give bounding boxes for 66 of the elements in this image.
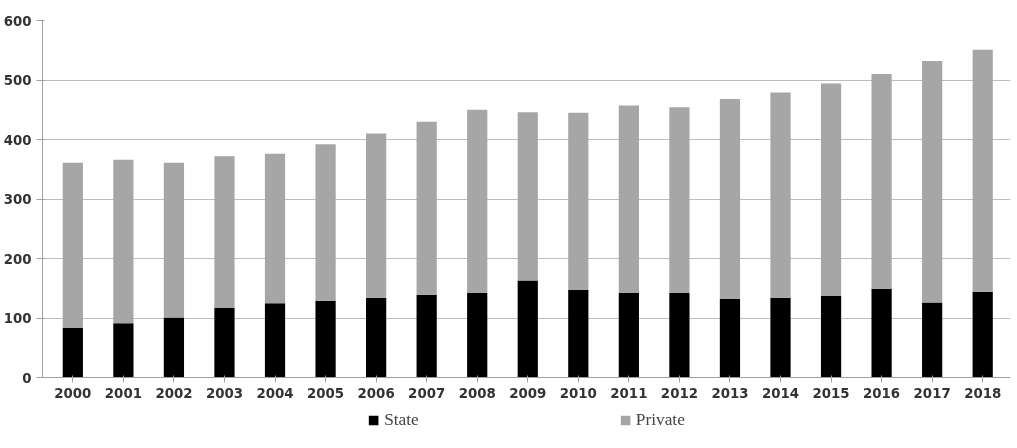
x-tick-label: 2014 [761, 385, 800, 401]
bar [163, 317, 185, 378]
y-tick-label: 200 [3, 251, 32, 267]
x-tick-label: 2003 [205, 385, 244, 401]
x-tick-label: 2009 [509, 385, 547, 401]
x-tick-label: 2008 [458, 385, 496, 401]
x-tick-label: 2015 [812, 385, 850, 401]
bar [264, 303, 286, 378]
bar [770, 92, 791, 298]
bar [366, 297, 387, 378]
bar [163, 162, 185, 318]
bar [264, 153, 286, 304]
x-tick-label: 2013 [711, 385, 749, 401]
bar [972, 49, 993, 292]
bar [871, 74, 892, 289]
y-tick-label: 600 [3, 13, 32, 29]
x-tick-label: 2006 [357, 385, 395, 401]
bar [62, 162, 83, 329]
bar [568, 290, 589, 378]
y-tick-label: 100 [3, 311, 32, 326]
bar [871, 288, 892, 378]
x-tick-label: 2016 [863, 385, 901, 401]
bar [719, 99, 741, 299]
bar [416, 294, 437, 378]
bar [366, 133, 387, 298]
x-tick-label: 2004 [256, 385, 294, 401]
bar [467, 293, 488, 378]
bar [669, 107, 690, 294]
y-tick-label: 0 [22, 370, 32, 386]
bar [669, 293, 690, 378]
y-tick-label: 500 [3, 73, 32, 88]
bar [770, 297, 791, 378]
bar [820, 83, 842, 296]
bar [517, 112, 538, 281]
x-tick-label: 2000 [54, 385, 92, 401]
bar [416, 121, 437, 295]
x-tick-label: 2002 [155, 385, 193, 401]
bar [618, 105, 639, 294]
bar [315, 144, 336, 301]
x-tick-label: 2010 [559, 385, 597, 401]
bar [214, 307, 235, 378]
x-tick-label: 2017 [913, 385, 951, 401]
bar [467, 109, 488, 294]
bar [568, 112, 589, 291]
y-tick-label: 300 [3, 192, 32, 207]
bar [820, 295, 842, 378]
bar [922, 302, 943, 378]
legend-label: State [384, 410, 419, 430]
bar [517, 280, 538, 378]
y-tick-label: 400 [3, 132, 32, 148]
bar [315, 300, 336, 378]
bar [719, 298, 741, 378]
x-tick-label: 2018 [964, 385, 1002, 401]
x-tick-label: 2001 [104, 385, 142, 401]
bar [214, 156, 235, 308]
bar [972, 291, 993, 378]
bar [922, 60, 943, 303]
bar [113, 323, 134, 378]
legend-label: Private [635, 410, 685, 430]
x-tick-label: 2005 [307, 385, 345, 401]
bar [618, 293, 639, 378]
bar [62, 328, 83, 378]
x-tick-label: 2012 [660, 385, 698, 401]
bar [113, 159, 134, 324]
x-tick-label: 2007 [408, 385, 446, 401]
x-tick-label: 2011 [610, 385, 648, 401]
